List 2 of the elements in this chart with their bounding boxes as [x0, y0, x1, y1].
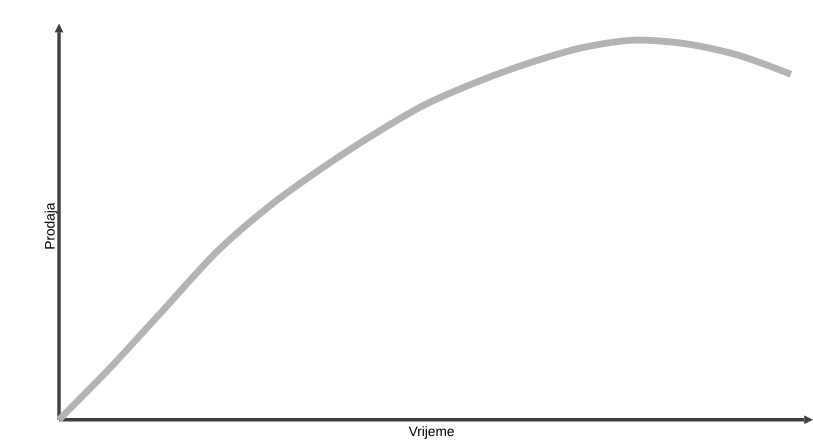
x-axis-title: Vrijeme: [408, 426, 454, 439]
y-axis-title: Prodaja: [44, 202, 58, 249]
